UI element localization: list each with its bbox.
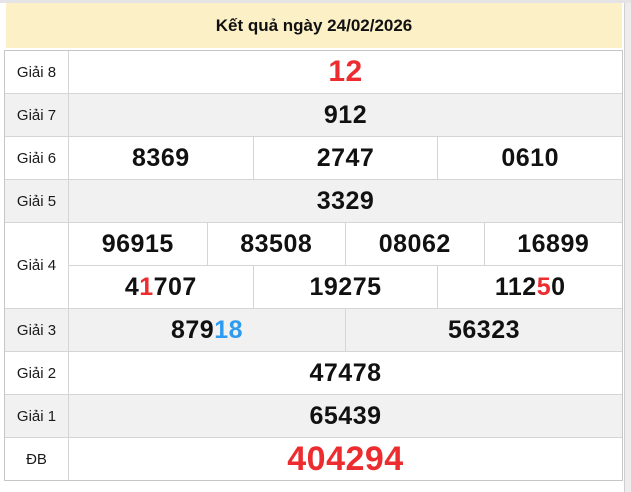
prize-line: 4 1 707 19275 112 5 0 — [69, 265, 622, 308]
prize-row-9: ĐB 404294 — [5, 437, 622, 480]
prize-line: 47478 — [69, 352, 622, 394]
prize-line: 3329 — [69, 180, 622, 222]
prize-row-2: Giải 7 912 — [5, 93, 622, 136]
results-date-title: Kết quả ngày 24/02/2026 — [215, 15, 413, 35]
prize-line: 65439 — [69, 395, 622, 437]
prize-line: 96915 83508 08062 16899 — [69, 223, 622, 265]
prize-label: Giải 1 — [5, 395, 69, 437]
prize-row-3: Giải 6 8369 2747 0610 — [5, 136, 622, 179]
prize-number-segment: 8369 — [132, 143, 190, 172]
prize-numbers: 12 — [69, 51, 622, 93]
prize-label: Giải 8 — [5, 51, 69, 93]
page-right-edge — [624, 3, 631, 492]
prize-number-cell: 404294 — [69, 438, 622, 480]
prize-number-segment: 4 — [124, 272, 140, 301]
prize-numbers: 8369 2747 0610 — [69, 137, 622, 179]
prize-number-cell: 83508 — [206, 223, 346, 265]
prize-row-5: Giải 4 96915 83508 08062 16899 4 1 707 19275 112 5… — [5, 222, 622, 308]
prize-number-cell: 96915 — [69, 223, 207, 265]
prize-number-segment: 3329 — [316, 186, 375, 215]
prize-number-cell: 19275 — [252, 266, 438, 308]
prize-number-segment: 96915 — [101, 229, 174, 258]
results-table: Giải 8 12 Giải 7 912 Giải 6 8369 2747 0610 Giải … — [4, 50, 623, 481]
prize-label: Giải 7 — [5, 94, 69, 136]
prize-numbers: 912 — [69, 94, 622, 136]
prize-row-4: Giải 5 3329 — [5, 179, 622, 222]
prize-label: Giải 5 — [5, 180, 69, 222]
prize-row-8: Giải 1 65439 — [5, 394, 622, 437]
prize-number-cell: 47478 — [69, 352, 622, 394]
prize-number-segment: 0 — [551, 272, 566, 301]
prize-number-segment: 16899 — [517, 229, 590, 258]
prize-number-cell: 879 18 — [69, 309, 345, 351]
prize-number-segment: 112 — [494, 272, 537, 301]
page-top-edge — [0, 0, 631, 3]
prize-number-cell: 12 — [69, 51, 622, 93]
prize-number-cell: 0610 — [437, 137, 622, 179]
prize-number-segment: 1 — [139, 272, 154, 301]
prize-line: 404294 — [69, 438, 622, 480]
prize-number-cell: 65439 — [69, 395, 622, 437]
prize-number-cell: 16899 — [483, 223, 623, 265]
prize-line: 12 — [69, 51, 622, 93]
prize-number-segment: 404294 — [287, 439, 404, 478]
prize-label: Giải 2 — [5, 352, 69, 394]
prize-numbers: 3329 — [69, 180, 622, 222]
prize-number-segment: 879 — [170, 315, 215, 344]
prize-number-cell: 8369 — [69, 137, 253, 179]
prize-label: ĐB — [5, 438, 69, 480]
prize-number-segment: 18 — [214, 315, 244, 344]
results-header: Kết quả ngày 24/02/2026 — [6, 3, 622, 48]
prize-line: 912 — [69, 94, 622, 136]
prize-label: Giải 6 — [5, 137, 69, 179]
prize-number-cell: 4 1 707 — [69, 266, 253, 308]
prize-line: 8369 2747 0610 — [69, 137, 622, 179]
prize-row-6: Giải 3 879 18 56323 — [5, 308, 622, 351]
prize-number-segment: 08062 — [378, 229, 451, 258]
prize-numbers: 47478 — [69, 352, 622, 394]
prize-label: Giải 4 — [5, 223, 69, 308]
prize-label: Giải 3 — [5, 309, 69, 351]
prize-number-segment: 47478 — [309, 358, 382, 387]
prize-number-segment: 707 — [153, 272, 197, 301]
prize-number-segment: 912 — [323, 100, 368, 129]
prize-number-segment: 19275 — [309, 272, 382, 301]
prize-number-segment: 12 — [328, 55, 363, 88]
prize-number-segment: 65439 — [309, 401, 382, 430]
prize-number-cell: 56323 — [345, 309, 622, 351]
prize-number-segment: 83508 — [240, 229, 313, 258]
prize-number-segment: 0610 — [501, 143, 559, 172]
prize-number-cell: 2747 — [252, 137, 438, 179]
prize-number-cell: 08062 — [345, 223, 484, 265]
prize-row-1: Giải 8 12 — [5, 51, 622, 93]
prize-numbers: 96915 83508 08062 16899 4 1 707 19275 112 5 0 — [69, 223, 622, 308]
prize-row-7: Giải 2 47478 — [5, 351, 622, 394]
prize-number-cell: 912 — [69, 94, 622, 136]
prize-number-cell: 112 5 0 — [437, 266, 622, 308]
prize-number-segment: 2747 — [316, 143, 375, 172]
prize-number-cell: 3329 — [69, 180, 622, 222]
prize-numbers: 65439 — [69, 395, 622, 437]
prize-number-segment: 56323 — [447, 315, 521, 344]
prize-line: 879 18 56323 — [69, 309, 622, 351]
prize-number-segment: 5 — [536, 272, 552, 301]
prize-numbers: 404294 — [69, 438, 622, 480]
prize-numbers: 879 18 56323 — [69, 309, 622, 351]
